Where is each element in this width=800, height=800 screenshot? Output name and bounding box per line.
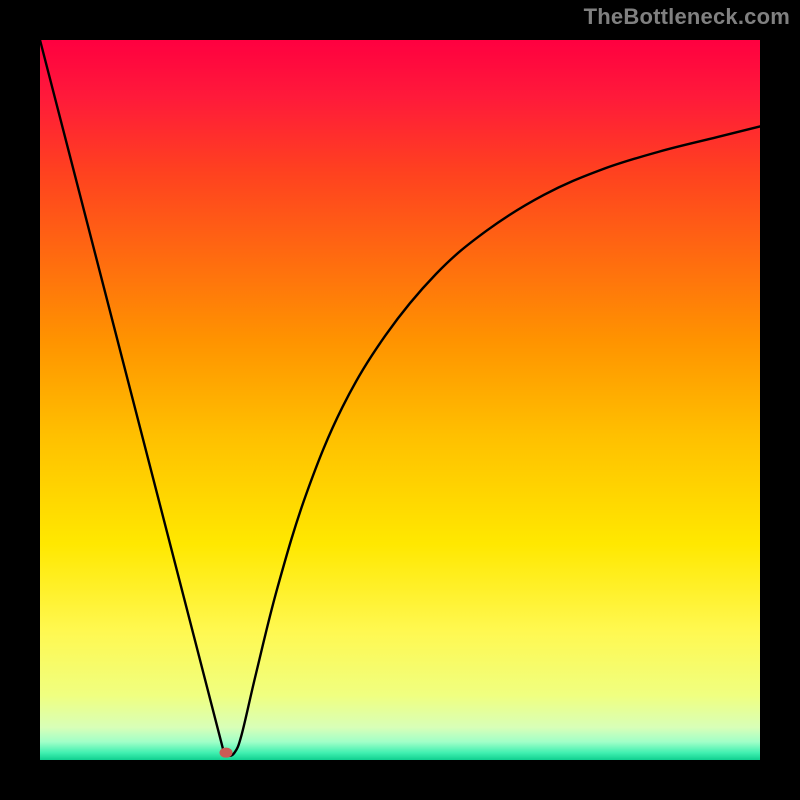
chart-frame: TheBottleneck.com: [0, 0, 800, 800]
minimum-marker: [219, 747, 232, 758]
watermark-text: TheBottleneck.com: [584, 4, 790, 30]
curve-svg: [40, 40, 760, 760]
plot-area: [40, 40, 760, 760]
bottleneck-curve: [40, 40, 760, 756]
